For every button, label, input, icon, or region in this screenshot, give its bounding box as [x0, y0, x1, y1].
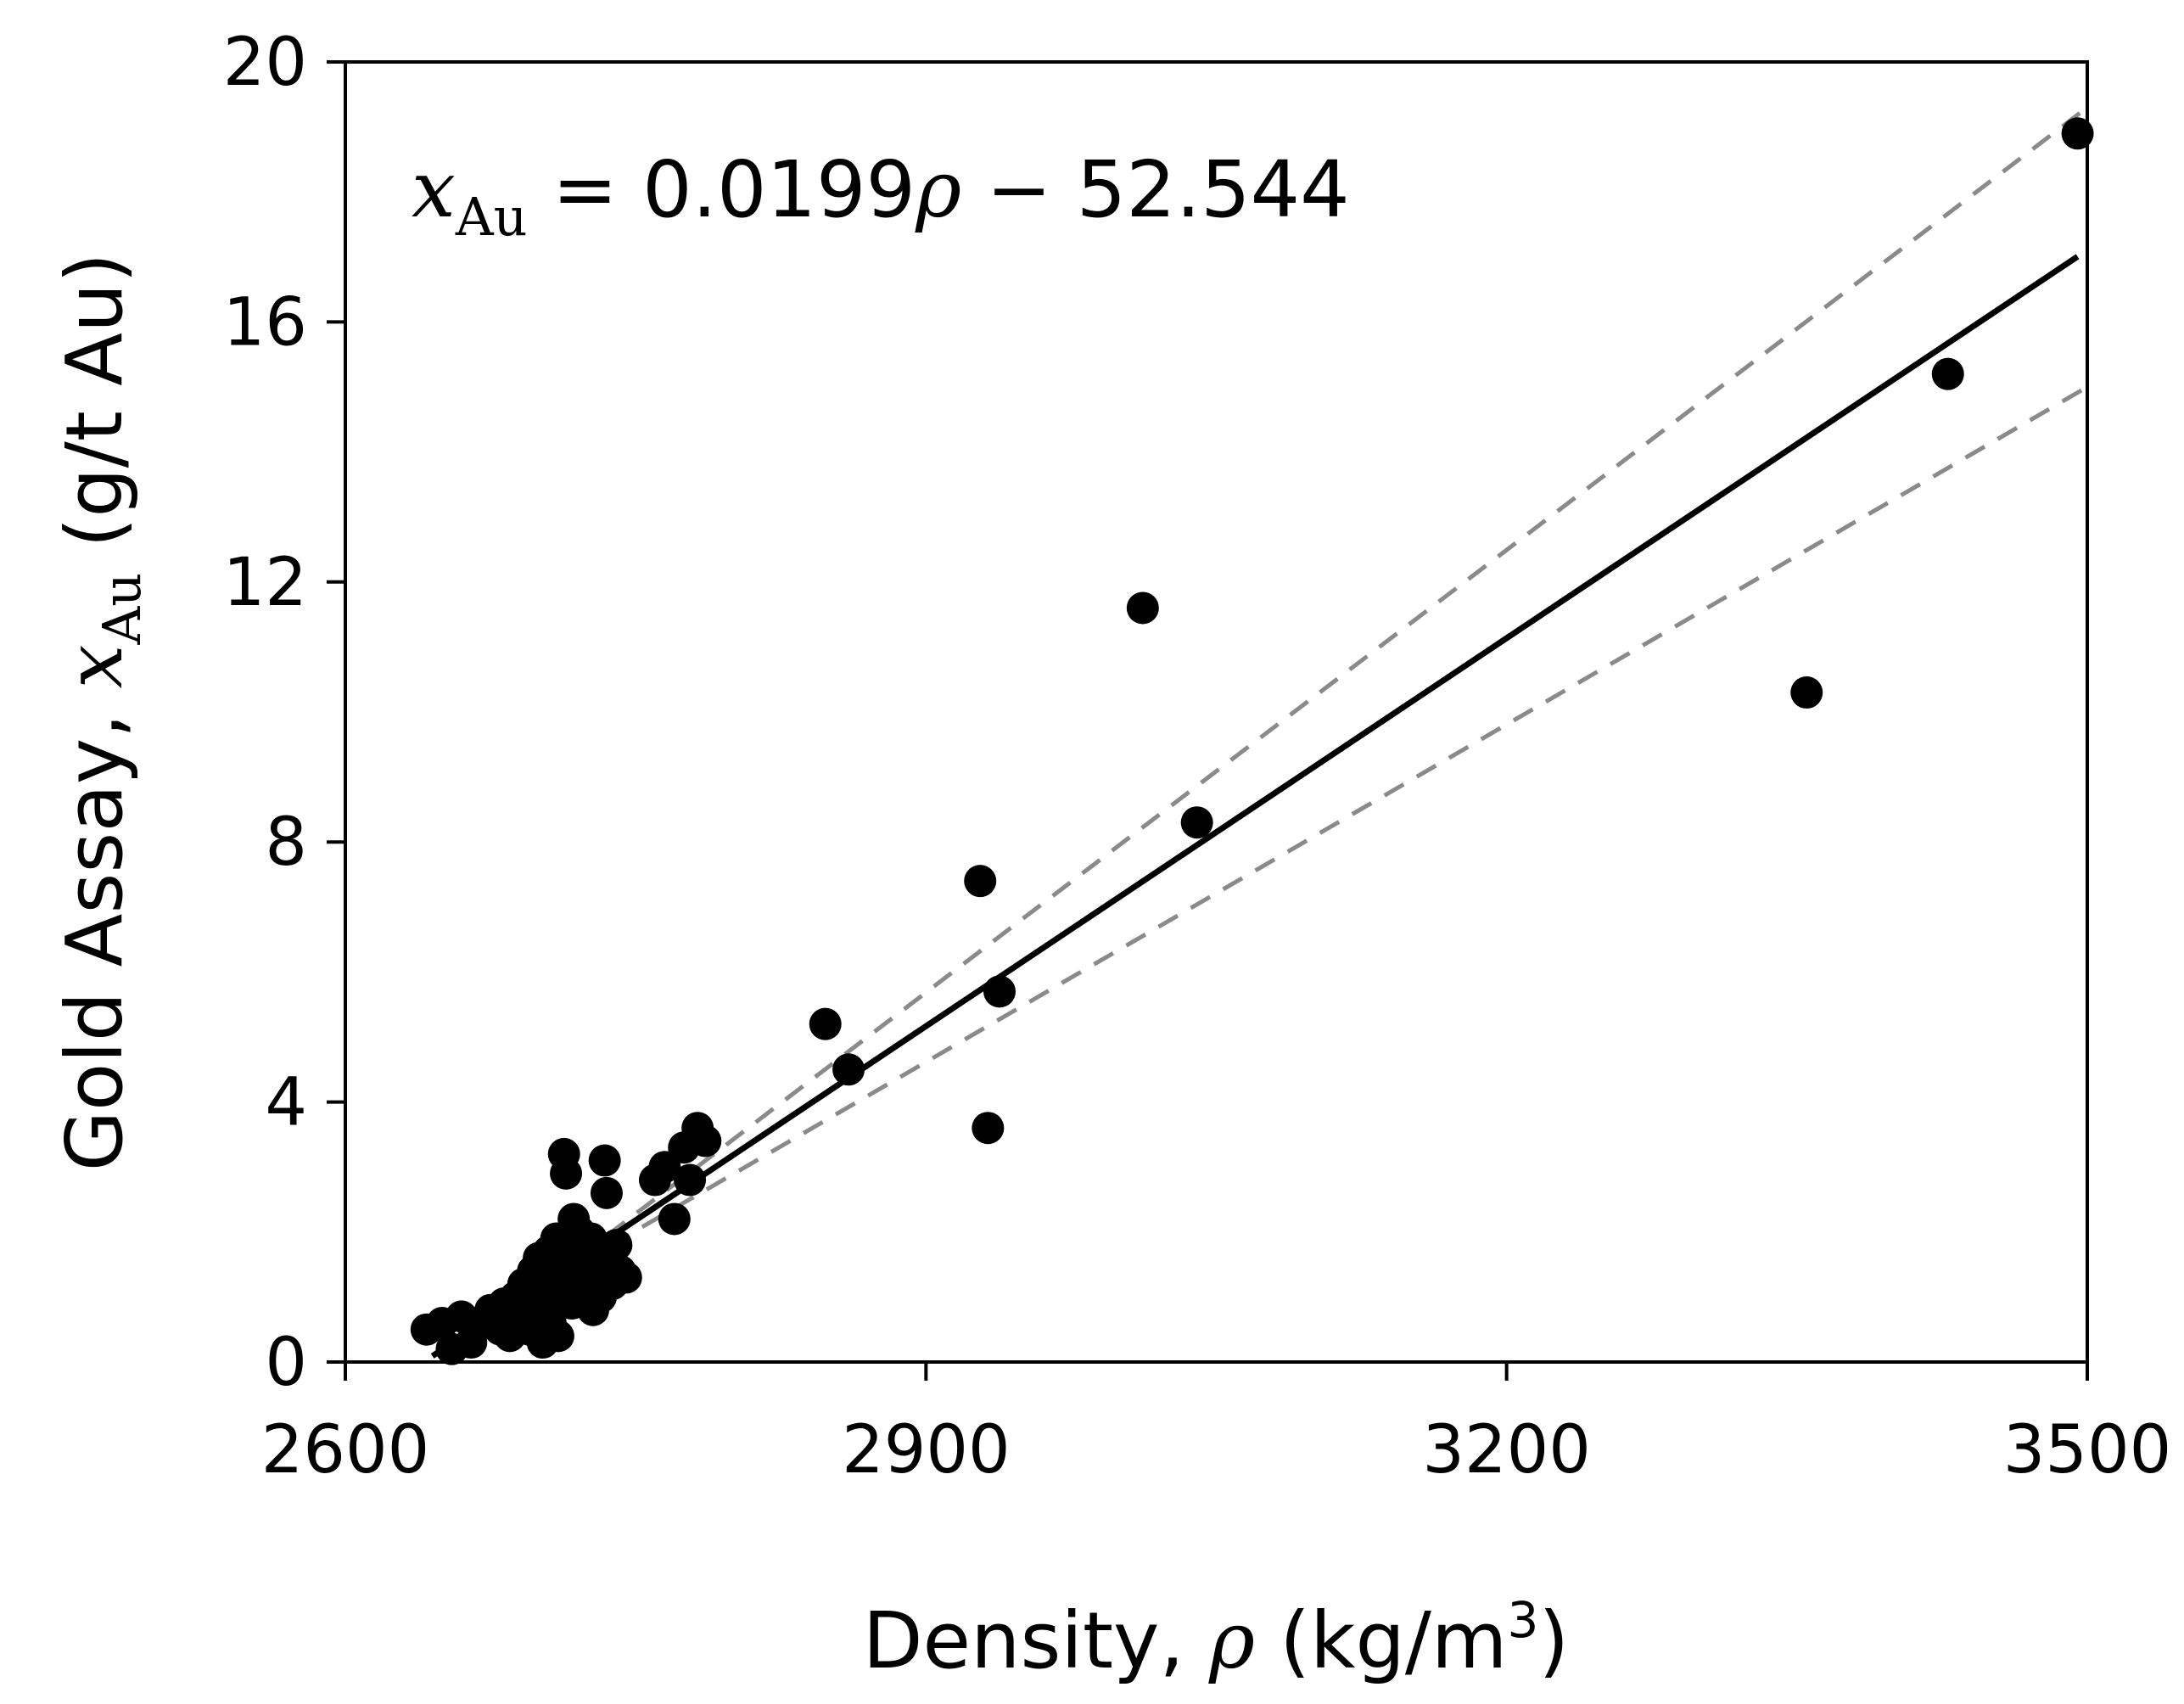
y-axis-title-symbol: x [49, 644, 140, 688]
y-axis-title: Gold Assay, xAu (g/t Au) [49, 253, 153, 1171]
data-point [550, 1157, 583, 1190]
y-tick-label: 20 [223, 25, 307, 101]
data-point [1931, 357, 1964, 390]
data-point [983, 975, 1016, 1008]
data-point [658, 1202, 691, 1236]
data-point [588, 1144, 621, 1177]
data-point [964, 865, 997, 898]
data-point [1126, 591, 1159, 625]
data-points [410, 117, 2094, 1365]
data-point [541, 1320, 574, 1353]
data-point [609, 1261, 642, 1294]
y-tick-label: 0 [265, 1325, 307, 1401]
data-point [590, 1176, 623, 1209]
data-point [689, 1124, 722, 1157]
y-tick-label: 4 [265, 1065, 307, 1141]
confidence-bound-upper [576, 105, 2089, 1260]
data-point [832, 1053, 865, 1086]
x-axis-title: Density, ρ (kg/m3) [863, 1591, 1570, 1686]
equation-equals: = 0.0199 [528, 144, 916, 235]
x-axis-title-units: (kg/m [1255, 1595, 1507, 1686]
data-point [972, 1112, 1005, 1145]
data-point [600, 1229, 633, 1262]
equation-symbol: x [412, 144, 456, 235]
y-tick-label: 12 [223, 545, 307, 621]
x-tick-label: 3500 [2003, 1412, 2172, 1488]
x-axis: 2600 2900 3200 3500 [261, 1362, 2172, 1488]
y-axis-title-prefix: Gold Assay, [49, 688, 140, 1171]
plot-area-frame [344, 60, 2089, 1364]
equation-rho: ρ [915, 144, 961, 235]
x-axis-title-power: 3 [1507, 1591, 1538, 1649]
y-tick-label: 8 [265, 804, 307, 881]
x-axis-title-close: ) [1538, 1595, 1569, 1686]
y-axis: 0 4 8 12 16 20 [223, 25, 345, 1401]
data-point [1180, 806, 1213, 839]
regression-equation: xAu = 0.0199ρ − 52.544 [412, 144, 1350, 248]
y-tick-label: 16 [223, 284, 307, 361]
x-tick-label: 2600 [261, 1412, 430, 1488]
fit-line [430, 254, 2080, 1359]
equation-rest: − 52.544 [961, 144, 1349, 235]
confidence-bounds [576, 105, 2089, 1267]
confidence-bound-lower [576, 384, 2089, 1267]
equation-subscript: Au [455, 186, 528, 248]
data-point [2061, 117, 2094, 150]
x-tick-label: 2900 [842, 1412, 1011, 1488]
y-axis-title-units: (g/t Au) [49, 253, 140, 573]
x-tick-label: 3200 [1422, 1412, 1591, 1488]
x-axis-title-prefix: Density, [863, 1595, 1209, 1686]
fit-line-group [430, 254, 2080, 1359]
data-point [674, 1163, 707, 1197]
x-axis-title-symbol: ρ [1208, 1595, 1255, 1686]
y-axis-title-subscript: Au [91, 573, 153, 646]
data-point [1790, 676, 1823, 709]
data-point [809, 1007, 842, 1040]
